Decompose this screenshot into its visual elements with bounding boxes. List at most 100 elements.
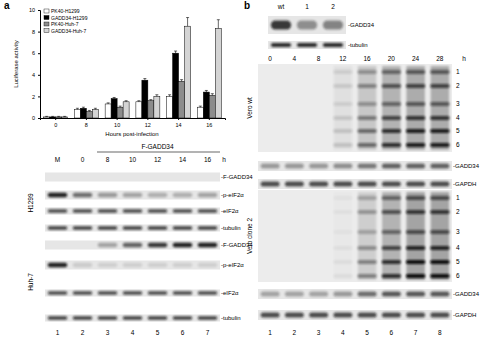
lane-number: 1 — [268, 329, 272, 336]
time-label: 28 — [436, 55, 444, 62]
x-tick-mark — [147, 118, 148, 120]
band — [98, 193, 118, 198]
lane-number: 6 — [181, 329, 185, 336]
y-tick: 6 — [32, 50, 40, 56]
blot-background — [45, 290, 220, 297]
series — [56, 80, 216, 118]
y-tick-mark — [38, 10, 40, 11]
error-bar — [137, 101, 140, 102]
bar — [167, 96, 173, 118]
band — [430, 102, 449, 106]
x-tick-label: 16 — [206, 122, 212, 128]
blot-background — [258, 289, 452, 299]
band — [357, 230, 376, 234]
error-bar-cap — [149, 99, 152, 100]
blot-name: Vero clone 2 — [246, 218, 253, 255]
legend-label: PK40-Huh-7 — [51, 21, 79, 27]
band — [285, 313, 304, 318]
band — [198, 291, 218, 295]
blot-background — [45, 315, 220, 322]
band — [333, 274, 352, 278]
band — [73, 291, 93, 295]
band — [357, 84, 376, 88]
row-label: -p-eIF2α — [221, 192, 244, 198]
error-bar — [45, 116, 48, 118]
blot-strip — [268, 41, 346, 49]
band — [261, 292, 280, 297]
band — [357, 116, 376, 120]
blot-strip — [45, 261, 220, 270]
band — [198, 263, 218, 268]
band — [285, 164, 304, 169]
header-line — [97, 152, 220, 153]
band — [382, 210, 401, 214]
band — [357, 210, 376, 214]
legend-entry: GADD34-H1299 — [44, 15, 88, 21]
x-tick-mark — [178, 118, 179, 120]
x-axis-line — [41, 119, 226, 121]
band — [382, 164, 401, 169]
band — [382, 129, 401, 133]
smear — [431, 192, 449, 280]
error-bar-cap — [211, 93, 214, 94]
legend-entry: PK40-Huh-7 — [44, 21, 79, 27]
band — [430, 182, 449, 187]
error-bar-cap — [168, 94, 171, 95]
band — [430, 84, 449, 88]
bar — [111, 99, 117, 118]
bar — [209, 95, 215, 118]
band — [271, 43, 291, 47]
error-bar — [180, 80, 183, 82]
band-label: 4 — [456, 244, 460, 251]
lane-number: 3 — [106, 329, 110, 336]
error-bar-line — [126, 101, 127, 102]
bar — [105, 104, 111, 118]
band — [406, 292, 425, 297]
cell-line-label: Huh-7 — [27, 273, 34, 291]
error-bar-line — [64, 116, 65, 118]
band — [173, 193, 193, 198]
band — [173, 209, 193, 213]
x-tick-label: 10 — [114, 122, 120, 128]
time-label: 0 — [268, 55, 272, 62]
bar — [179, 81, 185, 118]
band — [333, 182, 352, 187]
band — [123, 209, 143, 213]
error-bar-line — [156, 95, 157, 97]
error-bar — [143, 79, 146, 81]
band — [406, 274, 425, 278]
band — [48, 193, 68, 198]
band — [148, 263, 168, 268]
band — [323, 21, 343, 30]
y-tick: 10 — [29, 7, 40, 13]
band — [430, 210, 449, 214]
band — [382, 102, 401, 106]
band — [98, 316, 118, 320]
blot-background — [45, 173, 220, 182]
error-bar — [107, 103, 110, 104]
error-bar-cap — [119, 106, 122, 107]
band — [48, 291, 68, 295]
band — [173, 226, 193, 230]
band — [148, 243, 168, 248]
time-label: 12 — [339, 55, 347, 62]
band-label: 3 — [456, 100, 460, 107]
error-bar — [155, 95, 158, 97]
error-bar-line — [169, 95, 170, 97]
time-label: 16 — [364, 55, 372, 62]
legend-entry: GADD34-Huh-7 — [44, 28, 87, 34]
lane-label: 1 — [305, 3, 309, 10]
y-axis-line — [38, 11, 41, 119]
band — [48, 226, 68, 230]
band — [98, 226, 118, 230]
error-bar-line — [108, 103, 109, 104]
y-tick-label: 0 — [32, 115, 35, 121]
blot-name: Vero wt — [246, 97, 253, 119]
lane-number: 2 — [293, 329, 297, 336]
band-label: 5 — [456, 127, 460, 134]
error-bar-line — [83, 107, 84, 108]
band — [309, 292, 328, 297]
error-bar — [119, 106, 122, 107]
legend-swatch — [44, 29, 49, 33]
x-tick-label: 0 — [54, 122, 57, 128]
